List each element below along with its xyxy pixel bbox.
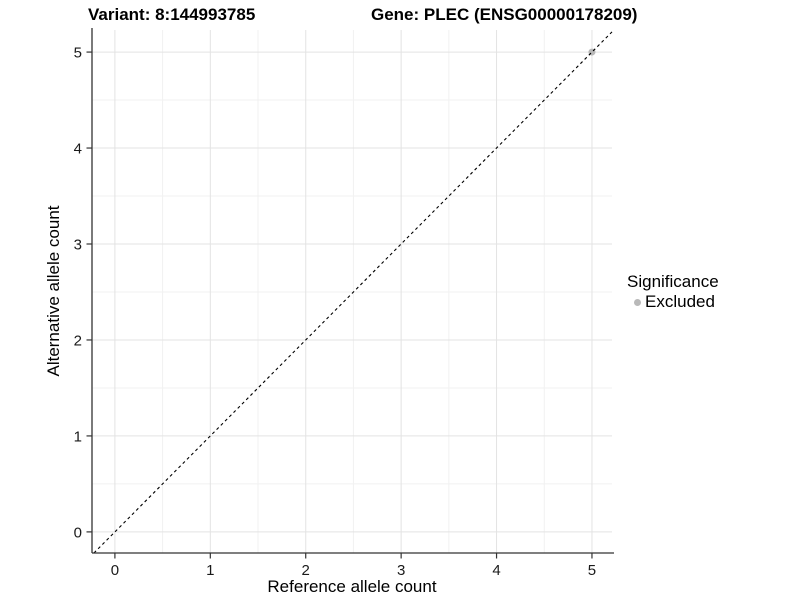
x-tick-label: 4	[492, 562, 500, 579]
legend-title: Significance	[627, 272, 719, 291]
x-axis-title: Reference allele count	[267, 577, 437, 596]
legend-point-icon	[634, 298, 641, 306]
x-tick-label: 1	[206, 562, 214, 579]
y-tick-label: 1	[74, 428, 82, 445]
x-tick-label: 5	[588, 562, 596, 579]
y-tick-label: 4	[74, 141, 82, 158]
identity-line	[93, 31, 613, 554]
x-tick-label: 0	[111, 562, 119, 579]
y-axis-title: Alternative allele count	[44, 205, 63, 377]
plot-title-gene: Gene: PLEC (ENSG00000178209)	[371, 5, 638, 24]
legend-entry-excluded: Excluded	[627, 292, 719, 312]
x-tick-label: 2	[302, 562, 310, 579]
y-tick-label: 0	[74, 524, 82, 541]
x-tick-label: 3	[397, 562, 405, 579]
plot-title-variant: Variant: 8:144993785	[88, 5, 256, 24]
y-tick-label: 3	[74, 236, 82, 253]
legend-entry-label: Excluded	[645, 292, 715, 311]
legend: Significance Excluded	[627, 271, 719, 312]
y-tick-label: 5	[74, 45, 82, 62]
y-tick-label: 2	[74, 332, 82, 349]
